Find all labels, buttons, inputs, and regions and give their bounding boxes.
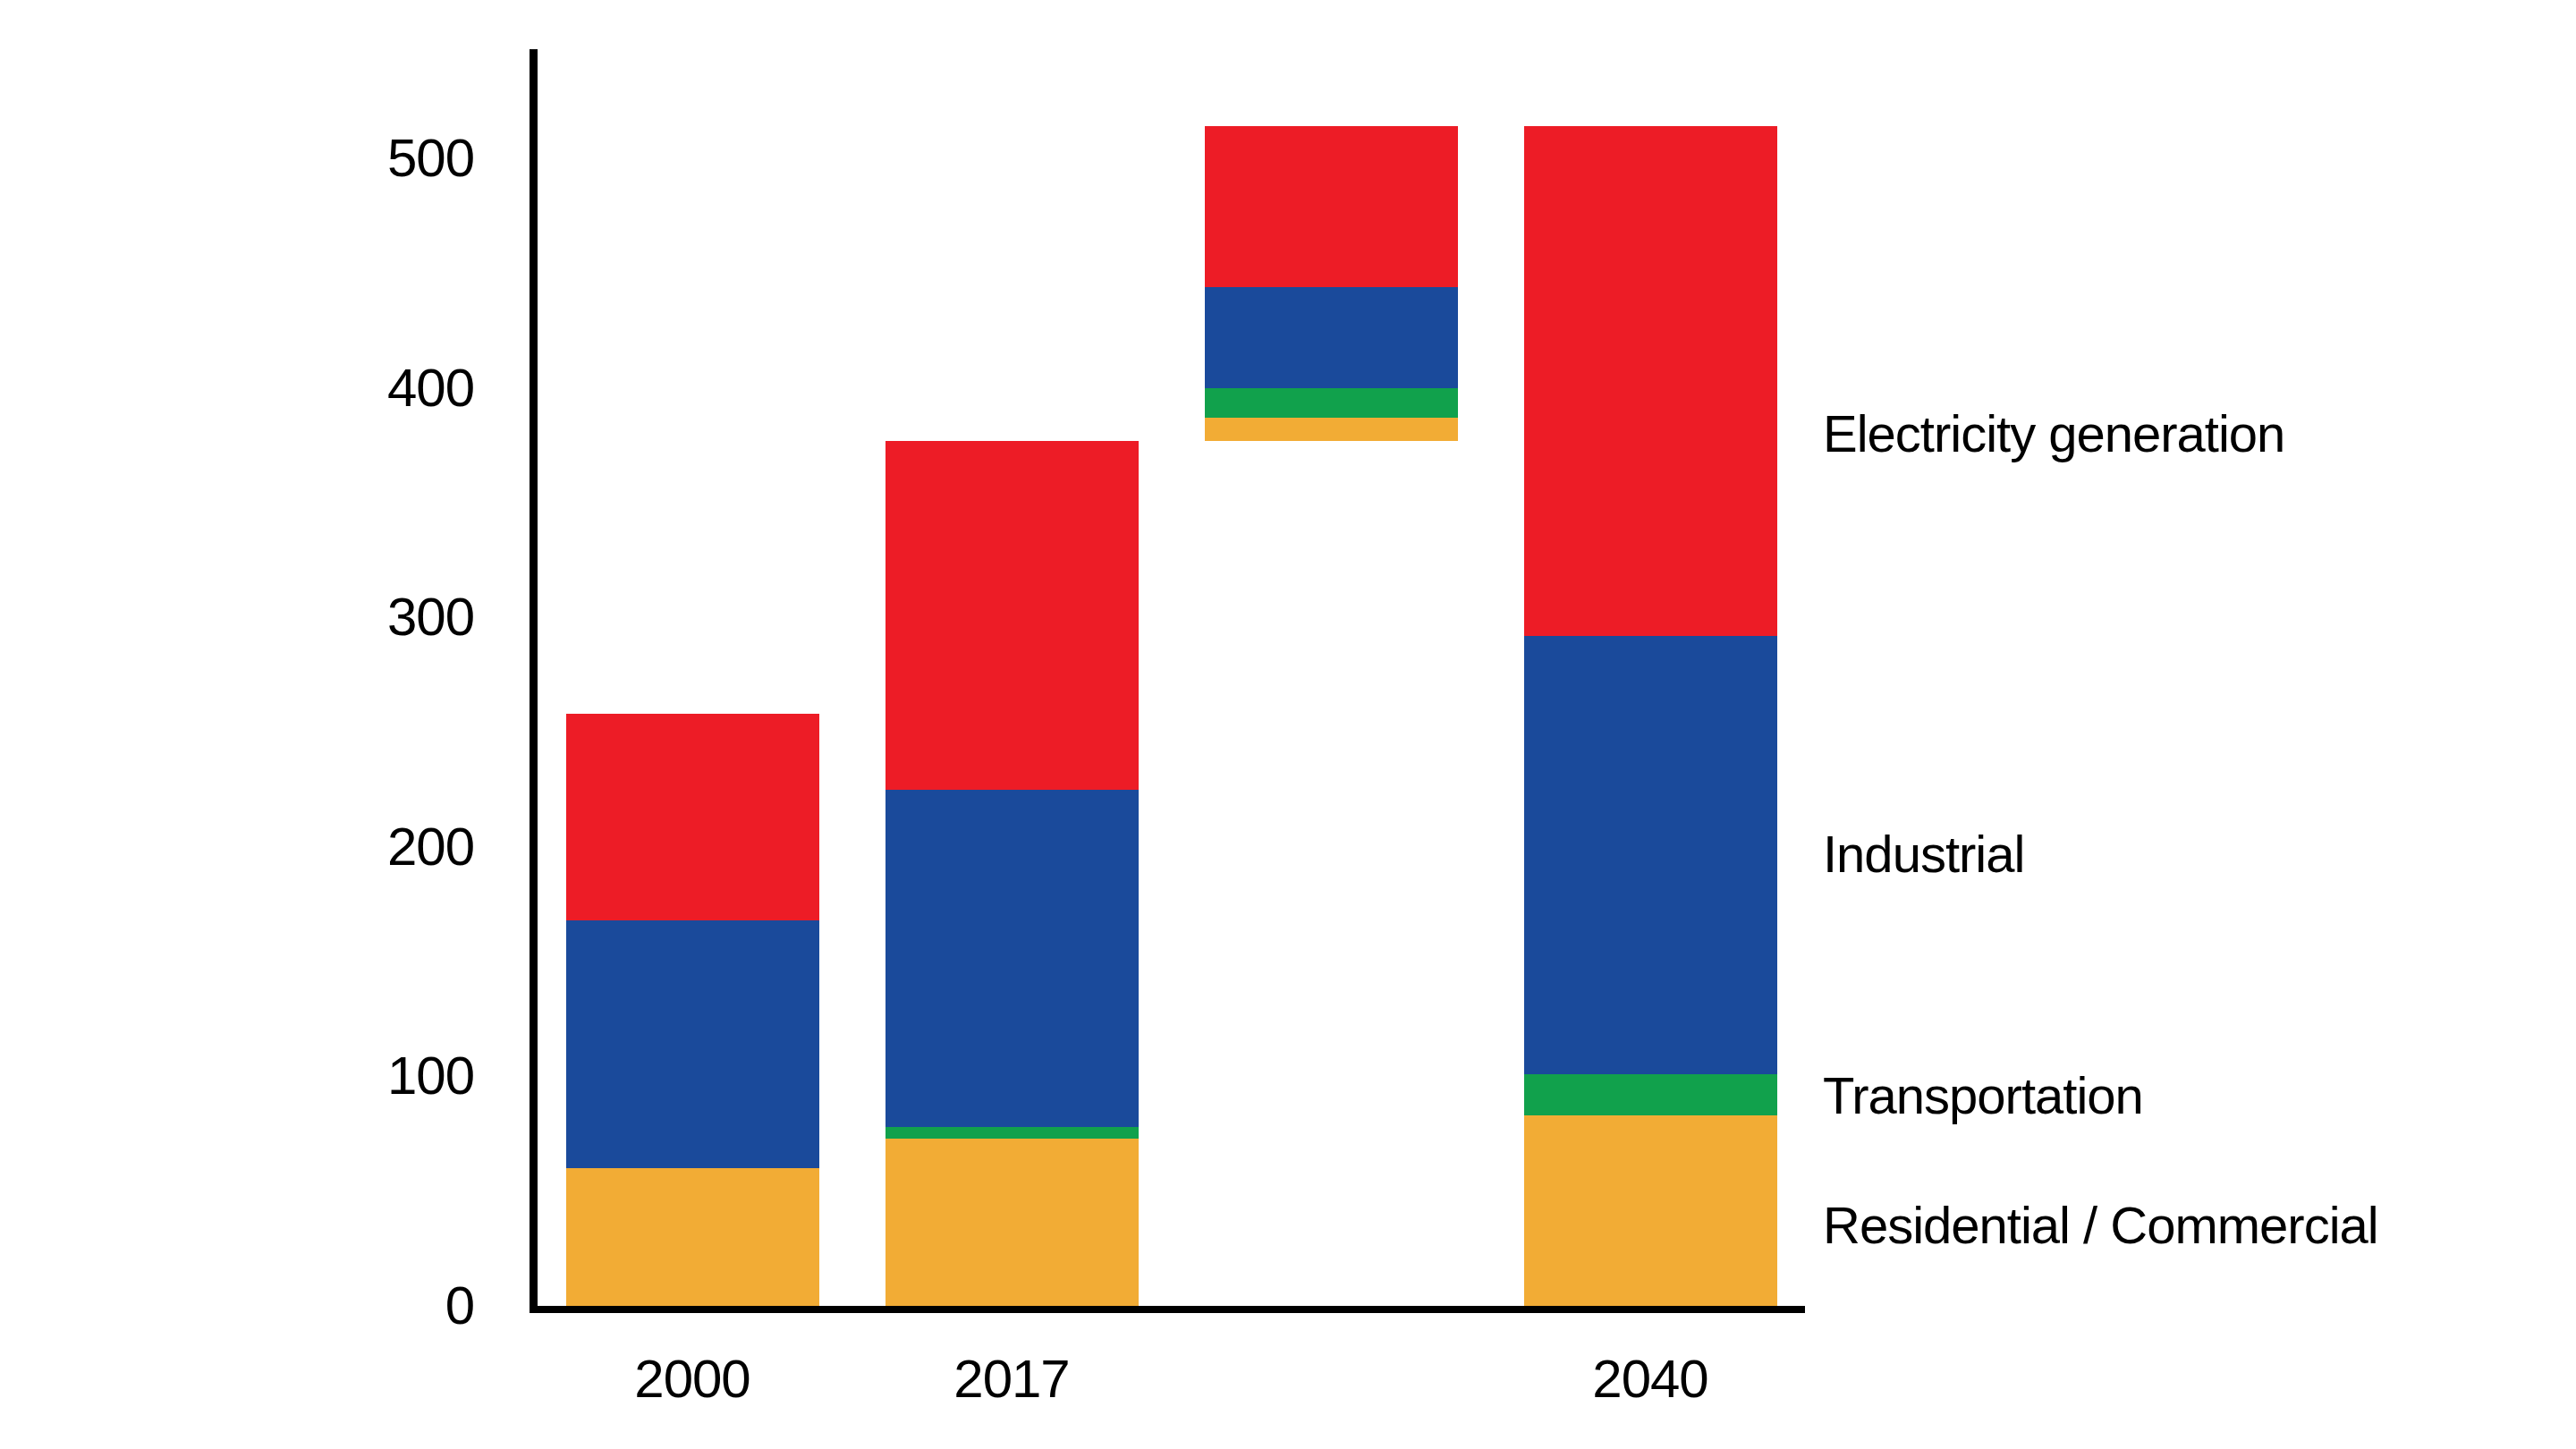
legend-label-industrial: Industrial	[1823, 828, 2024, 880]
y-tick-label: 100	[250, 1049, 474, 1103]
bar-increment-segment-transportation	[1205, 388, 1458, 418]
bar-2040-segment-residential-commercial	[1524, 1115, 1777, 1306]
bar-increment-segment-industrial	[1205, 287, 1458, 388]
bar-2040-segment-electricity-generation	[1524, 126, 1777, 636]
bar-increment-segment-electricity-generation	[1205, 126, 1458, 287]
x-category-label-2017: 2017	[953, 1352, 1069, 1406]
x-category-label-2040: 2040	[1592, 1352, 1707, 1406]
y-axis-line	[530, 49, 538, 1313]
y-tick-label: 400	[250, 361, 474, 415]
y-tick-label: 300	[250, 590, 474, 644]
y-tick-label: 200	[250, 820, 474, 874]
bar-2000-segment-residential-commercial	[566, 1168, 819, 1306]
stacked-bar-chart: 0 100 200 300 400 500 2000 2017 2040 Electricit…	[0, 0, 2576, 1449]
x-axis-line	[530, 1306, 1805, 1313]
legend-label-transportation: Transportation	[1823, 1070, 2143, 1122]
bar-2017-segment-residential-commercial	[886, 1139, 1139, 1306]
y-tick-label: 0	[250, 1279, 474, 1333]
bar-2040-segment-industrial	[1524, 636, 1777, 1074]
legend-label-electricity-generation: Electricity generation	[1823, 408, 2284, 460]
bar-2000-segment-electricity-generation	[566, 714, 819, 920]
bar-increment-segment-residential-commercial	[1205, 418, 1458, 441]
x-category-label-2000: 2000	[634, 1352, 750, 1406]
y-tick-label: 500	[250, 131, 474, 185]
bar-2040-segment-transportation	[1524, 1074, 1777, 1115]
legend-label-residential-commercial: Residential / Commercial	[1823, 1199, 2378, 1251]
bar-2017-segment-electricity-generation	[886, 441, 1139, 790]
bar-2017-segment-transportation	[886, 1127, 1139, 1139]
bar-2017-segment-industrial	[886, 790, 1139, 1127]
bar-2000-segment-industrial	[566, 920, 819, 1168]
